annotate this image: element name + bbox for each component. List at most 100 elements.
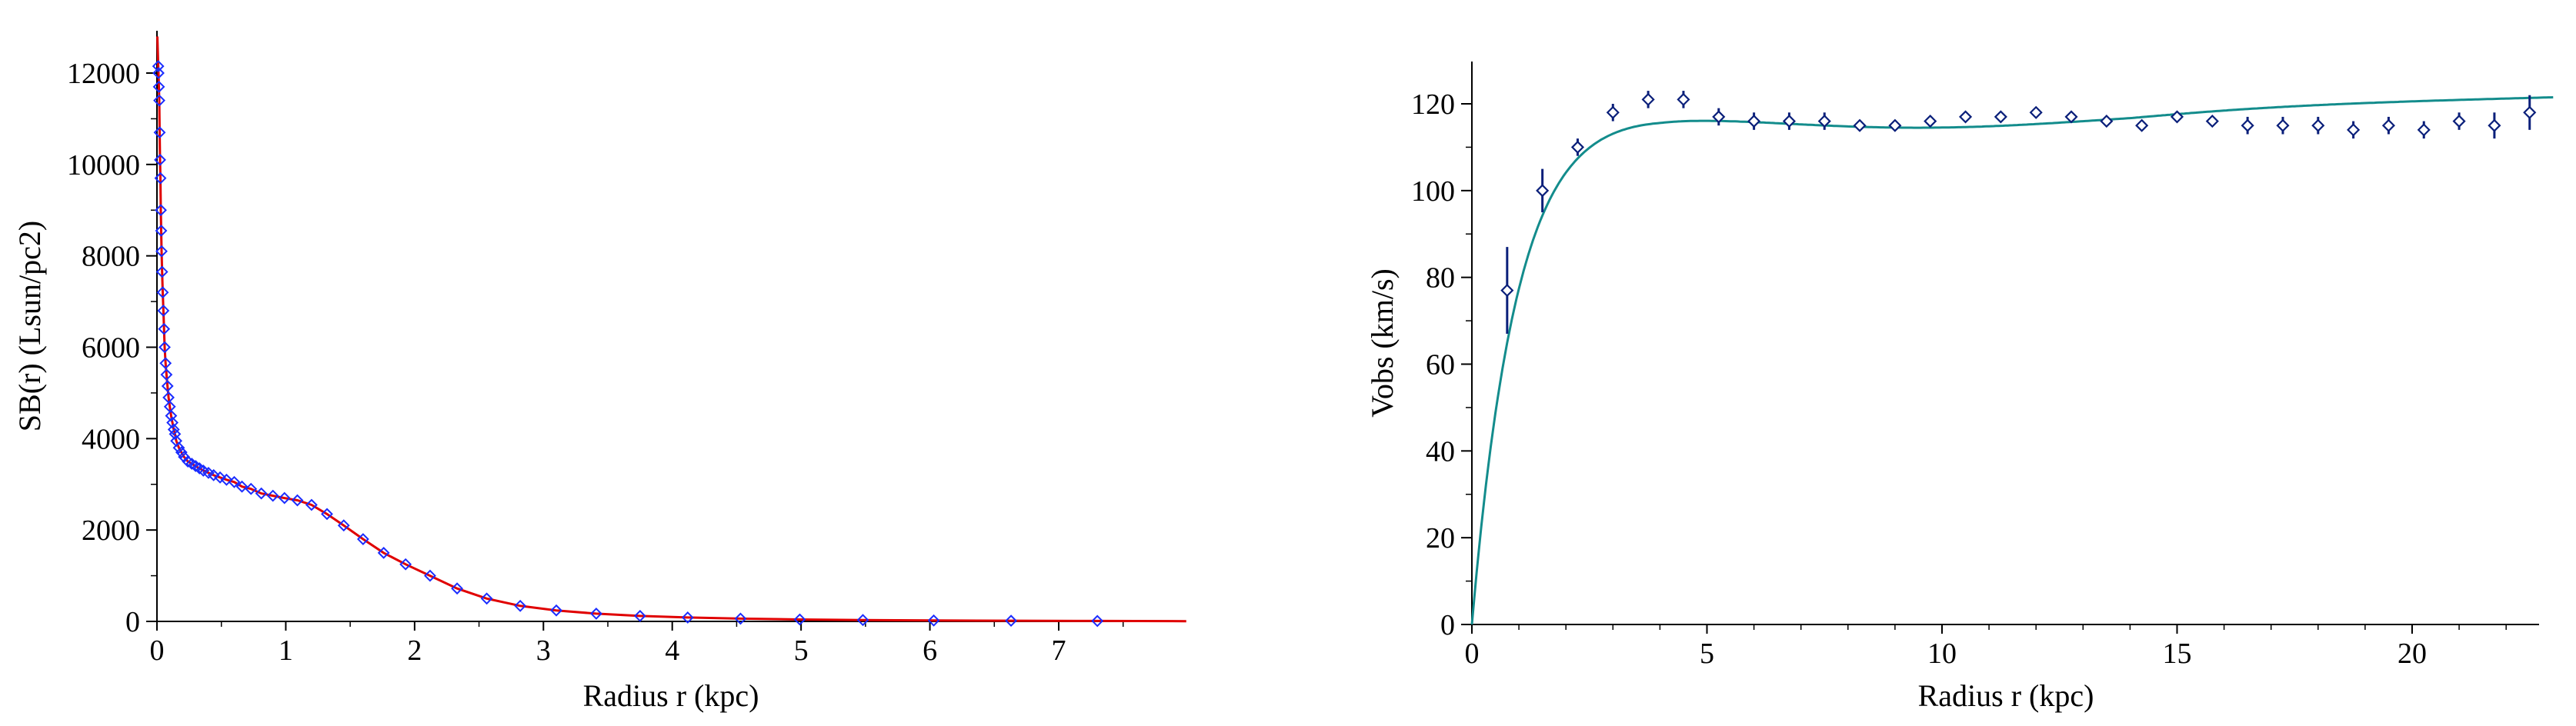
x-tick-label: 0 [150, 634, 165, 667]
sb-data-point [228, 475, 241, 488]
vobs-data-point [2064, 110, 2078, 124]
vobs-data-point [2523, 105, 2537, 119]
vobs-data-point [1817, 115, 1831, 128]
model-curve [156, 36, 1186, 623]
sb-data-point [321, 508, 333, 521]
sb-data-point [154, 172, 167, 185]
vobs-data-point [1712, 110, 1726, 124]
sb-data-point [154, 153, 166, 166]
vobs-data-point [1782, 115, 1796, 128]
sb-data-point [214, 471, 226, 484]
sb-data-point [152, 67, 165, 79]
vobs-data-point [1924, 115, 1937, 128]
y-ticks: 0 2000 4000 6000 8000 10000 12000 [67, 58, 157, 638]
vobs-data-point [1641, 92, 1655, 106]
sb-data-point [451, 582, 464, 595]
sb-data-point [550, 604, 562, 617]
sb-data-point [159, 357, 172, 370]
y-tick-label: 6000 [82, 332, 140, 365]
sb-data-point [424, 569, 436, 582]
sb-data-point [220, 473, 233, 486]
sb-data-point [927, 614, 940, 627]
sb-data-point [590, 607, 602, 620]
sb-data-point [153, 126, 166, 139]
x-tick-label: 0 [1465, 638, 1480, 670]
y-axis-title: SB(r) (Lsun/pc2) [12, 221, 47, 431]
data-points [1500, 91, 2537, 335]
model-curve [1470, 96, 2554, 625]
sb-data-point [165, 409, 178, 422]
y-tick-label: 10000 [67, 149, 140, 182]
sb-data-point [1091, 614, 1104, 628]
sb-data-point [157, 305, 170, 317]
sb-data-point [207, 468, 220, 481]
sb-data-point [172, 441, 185, 455]
x-ticks: 0 5 10 15 20 [1465, 624, 2507, 670]
x-axis-title: Radius r (kpc) [1918, 678, 2094, 713]
y-tick-label: 0 [1440, 609, 1455, 641]
sb-data-point [480, 592, 493, 605]
vobs-data-point [2135, 118, 2149, 132]
y-tick-label: 120 [1411, 88, 1455, 121]
sb-data-point [793, 613, 806, 626]
vobs-data-point [2276, 118, 2290, 132]
sb-data-point [377, 546, 390, 559]
vobs-data-point [1536, 184, 1550, 198]
x-tick-label: 20 [2397, 638, 2427, 670]
x-tick-label: 5 [794, 634, 809, 667]
y-tick-label: 2000 [82, 515, 140, 547]
y-tick-label: 8000 [82, 241, 140, 273]
vobs-data-point [2100, 115, 2114, 128]
x-tick-label: 10 [1927, 638, 1957, 670]
x-tick-label: 1 [279, 634, 293, 667]
sb-data-point [166, 416, 179, 429]
vobs-data-point [1677, 92, 1690, 106]
sb-data-point [152, 60, 165, 73]
sb-data-point [856, 614, 869, 627]
sb-model-line [156, 36, 1186, 623]
x-tick-label: 3 [536, 634, 551, 667]
x-ticks: 0 1 2 3 4 5 6 7 [150, 621, 1124, 667]
vobs-data-point [1853, 118, 1867, 132]
sb-data-point [155, 225, 168, 237]
sb-data-point [681, 611, 694, 624]
sb-data-point [156, 286, 169, 299]
y-tick-label: 4000 [82, 423, 140, 455]
vobs-data-point [2417, 123, 2431, 137]
y-tick-label: 60 [1426, 349, 1455, 381]
vobs-data-point [1958, 110, 1973, 124]
sb-data-point [278, 491, 291, 505]
vobs-data-point [2311, 118, 2325, 132]
sb-data-point [291, 494, 304, 507]
vobs-data-point [1888, 118, 1902, 132]
sb-data-point [155, 204, 167, 217]
sb-data-point [161, 380, 174, 392]
vobs-data-point [1500, 284, 1514, 298]
sb-data-point [633, 609, 646, 622]
y-tick-label: 100 [1411, 175, 1455, 208]
vobs-model-line [1470, 96, 2554, 625]
sb-data-point [167, 423, 180, 436]
vobs-data-point [2029, 105, 2043, 119]
y-axis-title: Vobs (km/s) [1365, 268, 1400, 418]
vobs-data-point [2170, 110, 2184, 124]
x-axis-title: Radius r (kpc) [583, 678, 759, 713]
vobs-data-point [2452, 115, 2466, 128]
sb-data-point [266, 489, 279, 502]
x-tick-label: 6 [923, 634, 937, 667]
vobs-data-point [2381, 118, 2396, 132]
x-tick-label: 15 [2163, 638, 2192, 670]
sb-data-point [235, 480, 249, 493]
vobs-data-point [2347, 123, 2361, 137]
y-tick-label: 0 [125, 606, 140, 638]
sb-data-point [169, 428, 182, 441]
x-tick-label: 2 [407, 634, 422, 667]
y-tick-label: 20 [1426, 522, 1455, 554]
sb-data-point [160, 368, 173, 381]
sb-data-point [153, 94, 165, 107]
vobs-data-point [2241, 118, 2254, 132]
sb-data-point [255, 487, 268, 500]
surface-brightness-chart: 0 2000 4000 6000 8000 10000 12000 0 1 2 3 4 5 6 7 Rad… [12, 31, 1186, 713]
sb-data-point [734, 612, 747, 625]
